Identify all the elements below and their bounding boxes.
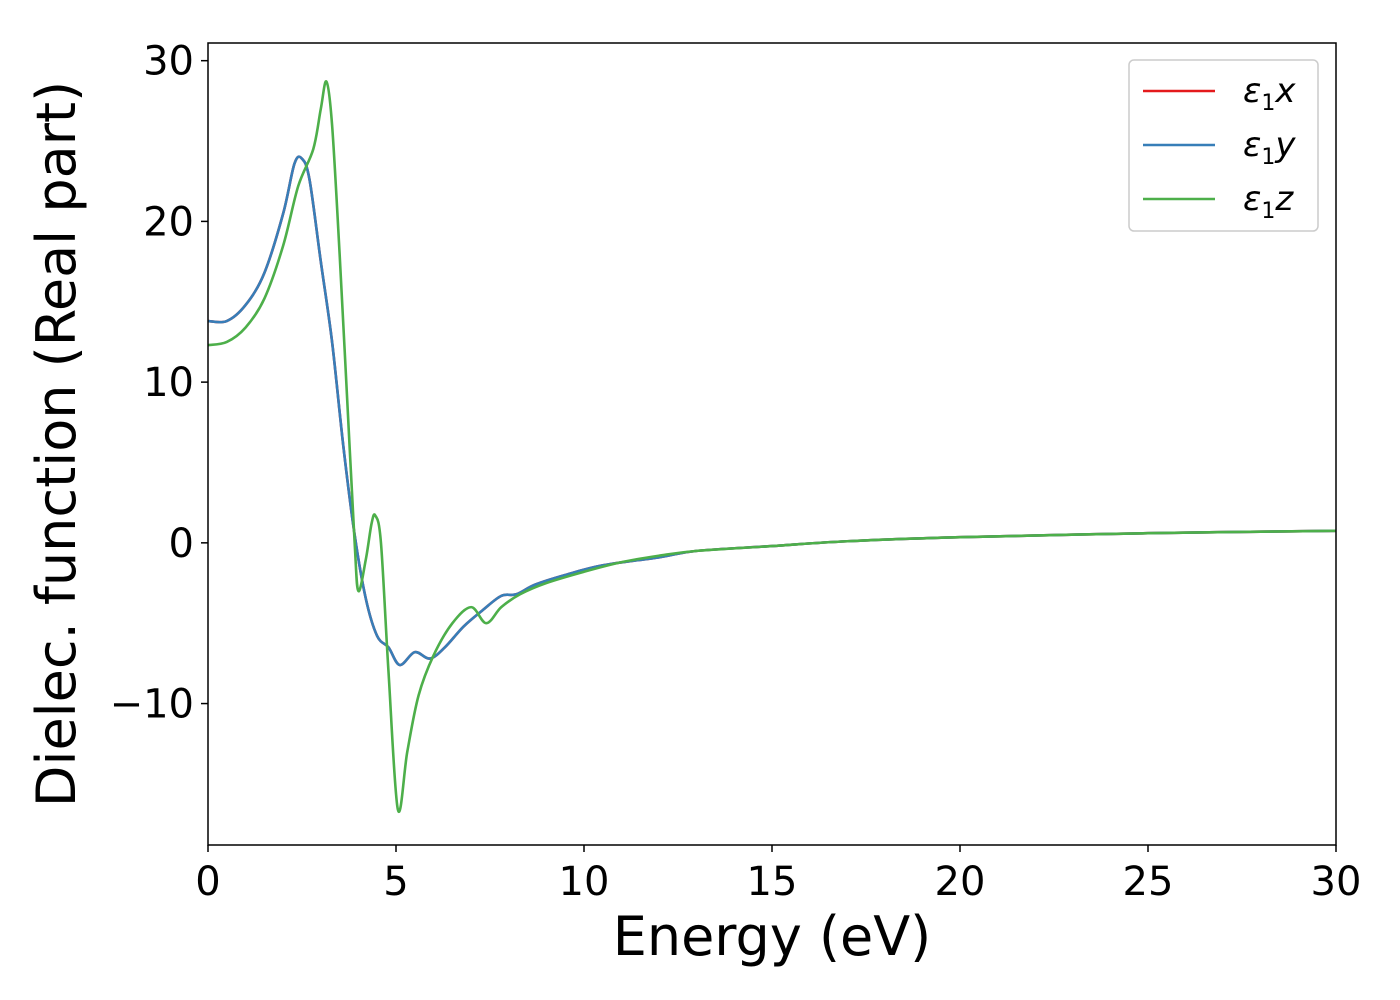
x-tick-label: 5: [383, 859, 408, 905]
y-tick-label: −10: [110, 682, 194, 728]
y-axis: −10 0 10 20 30: [110, 39, 208, 728]
series-layer: [207, 80, 1337, 814]
y-axis-title: Dielec. function (Real part): [25, 81, 88, 807]
x-tick-label: 10: [559, 859, 610, 905]
x-axis: 0 5 10 15 20 25 30: [195, 845, 1361, 905]
y-tick-label: 0: [169, 521, 194, 567]
y-tick-label: 10: [143, 360, 194, 406]
x-tick-label: 25: [1123, 859, 1174, 905]
x-tick-label: 20: [935, 859, 986, 905]
legend-label-y: ε1y: [1243, 125, 1296, 170]
series-line-y: [207, 155, 1337, 667]
legend-box: [1128, 59, 1319, 232]
legend-label-x: ε1x: [1243, 71, 1296, 116]
x-tick-label: 15: [747, 859, 798, 905]
x-axis-title: Energy (eV): [613, 905, 932, 968]
series-line-z: [207, 80, 1337, 814]
x-tick-label: 0: [195, 859, 220, 905]
x-tick-label: 30: [1311, 859, 1362, 905]
legend: ε1x ε1y ε1z: [1128, 59, 1319, 232]
y-tick-label: 20: [143, 199, 194, 245]
y-tick-label: 30: [143, 39, 194, 85]
series-line-x: [207, 155, 1337, 667]
legend-label-z: ε1z: [1243, 179, 1294, 224]
